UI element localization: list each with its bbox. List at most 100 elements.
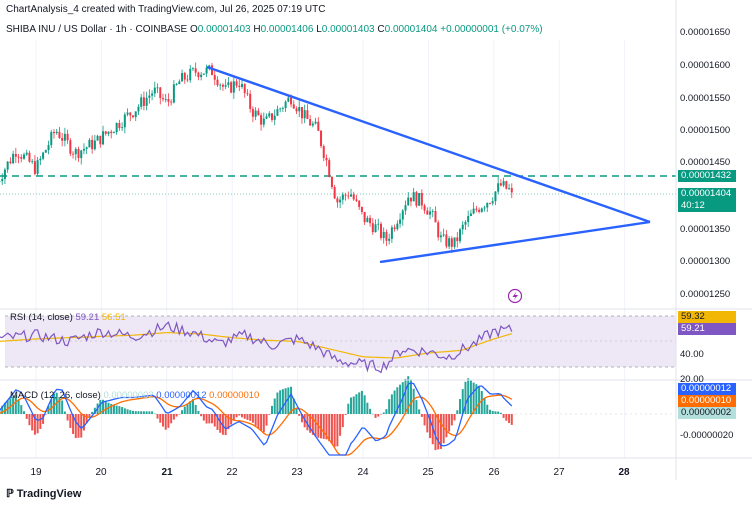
candle[interactable] <box>390 227 393 239</box>
candle[interactable] <box>393 227 396 230</box>
candle[interactable] <box>39 158 42 161</box>
candle[interactable] <box>480 208 483 212</box>
candle[interactable] <box>461 224 464 230</box>
candle[interactable] <box>344 194 347 196</box>
candle[interactable] <box>325 157 328 161</box>
candle[interactable] <box>50 131 53 146</box>
candle[interactable] <box>208 65 211 68</box>
candle[interactable] <box>112 132 115 134</box>
candle[interactable] <box>505 181 508 189</box>
candle[interactable] <box>494 191 497 202</box>
candle[interactable] <box>347 195 350 197</box>
candle[interactable] <box>260 115 263 125</box>
candle[interactable] <box>238 85 241 88</box>
candle[interactable] <box>126 112 129 115</box>
candle[interactable] <box>213 75 216 80</box>
candle[interactable] <box>502 181 505 186</box>
candle[interactable] <box>140 97 143 107</box>
macd-legend[interactable]: MACD (12, 26, close) 0.00000002 0.000000… <box>10 390 259 401</box>
candle[interactable] <box>469 213 472 216</box>
candle[interactable] <box>273 115 276 120</box>
candle[interactable] <box>88 139 91 148</box>
candle[interactable] <box>355 199 358 201</box>
candle[interactable] <box>311 123 314 126</box>
candle[interactable] <box>129 112 132 116</box>
candle[interactable] <box>93 140 96 150</box>
candle[interactable] <box>249 93 252 109</box>
candle[interactable] <box>102 131 105 145</box>
candle[interactable] <box>202 73 205 75</box>
candle[interactable] <box>172 84 175 103</box>
candle[interactable] <box>99 135 102 145</box>
candle[interactable] <box>85 147 88 149</box>
rsi-legend[interactable]: RSI (14, close) 59.21 56.51 <box>10 312 126 323</box>
candle[interactable] <box>251 108 254 117</box>
candle[interactable] <box>306 110 309 120</box>
candle[interactable] <box>292 104 295 109</box>
candle[interactable] <box>175 84 178 85</box>
candle[interactable] <box>320 130 323 147</box>
symbol-label[interactable]: SHIBA INU / US Dollar · 1h · COINBASE <box>6 24 188 35</box>
candle[interactable] <box>431 211 434 212</box>
candle[interactable] <box>257 110 260 116</box>
candle[interactable] <box>420 193 423 206</box>
candle[interactable] <box>409 197 412 202</box>
candle[interactable] <box>66 133 69 141</box>
candle[interactable] <box>388 238 391 241</box>
candle[interactable] <box>385 231 388 241</box>
candle[interactable] <box>58 131 61 139</box>
candle[interactable] <box>1 178 4 182</box>
candle[interactable] <box>82 148 85 151</box>
candle[interactable] <box>25 152 28 155</box>
candle[interactable] <box>284 101 287 109</box>
candle[interactable] <box>156 87 159 89</box>
candle[interactable] <box>472 208 475 214</box>
candle[interactable] <box>287 97 290 102</box>
candle[interactable] <box>423 205 426 211</box>
candle[interactable] <box>23 154 26 159</box>
candle[interactable] <box>295 108 298 112</box>
candle[interactable] <box>434 211 437 223</box>
candle[interactable] <box>429 211 432 215</box>
candle[interactable] <box>268 113 271 117</box>
candle[interactable] <box>63 133 66 141</box>
candle[interactable] <box>142 97 145 106</box>
candle[interactable] <box>382 231 385 239</box>
candle[interactable] <box>9 161 12 164</box>
candle[interactable] <box>317 121 320 131</box>
candle[interactable] <box>161 98 164 100</box>
candle[interactable] <box>491 201 494 204</box>
candle[interactable] <box>486 203 489 208</box>
candle[interactable] <box>281 108 284 109</box>
candle[interactable] <box>339 199 342 203</box>
candle[interactable] <box>336 198 339 203</box>
candle[interactable] <box>467 215 470 223</box>
candle[interactable] <box>47 145 50 151</box>
candle[interactable] <box>450 238 453 247</box>
candle[interactable] <box>262 118 265 125</box>
candle[interactable] <box>12 153 15 164</box>
candle[interactable] <box>303 110 306 119</box>
tradingview-logo[interactable]: ℙ TradingView <box>6 487 81 500</box>
candle[interactable] <box>241 84 244 88</box>
candle[interactable] <box>276 109 279 116</box>
candle[interactable] <box>96 135 99 141</box>
candle[interactable] <box>107 131 110 134</box>
candle[interactable] <box>290 97 293 105</box>
candle[interactable] <box>134 111 137 118</box>
candle[interactable] <box>3 169 6 179</box>
candle[interactable] <box>314 121 317 124</box>
candle[interactable] <box>478 209 481 212</box>
candle[interactable] <box>28 152 31 162</box>
candle[interactable] <box>298 106 301 112</box>
candle[interactable] <box>132 115 135 118</box>
candle[interactable] <box>151 93 154 96</box>
candle[interactable] <box>360 206 363 212</box>
candle[interactable] <box>456 237 459 242</box>
candle[interactable] <box>74 148 77 155</box>
candle[interactable] <box>401 210 404 220</box>
candle[interactable] <box>36 160 39 174</box>
candle[interactable] <box>181 73 184 82</box>
candle[interactable] <box>44 150 47 153</box>
